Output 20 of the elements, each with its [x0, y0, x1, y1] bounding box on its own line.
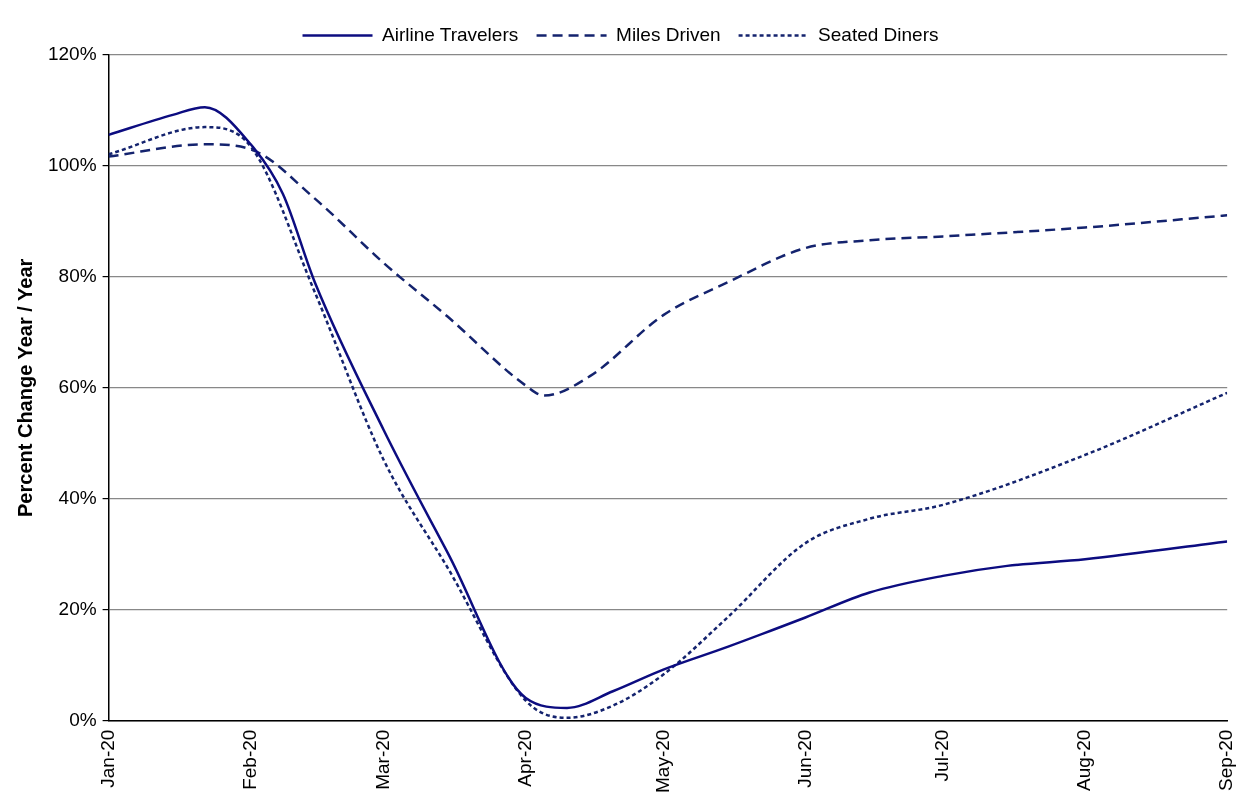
y-tick-label: 40% [58, 487, 97, 508]
x-tick-label: Jun-20 [793, 729, 815, 788]
legend-label: Miles Driven [616, 23, 721, 45]
y-tick-label: 100% [47, 154, 97, 176]
x-tick-label: Sep-20 [1215, 729, 1237, 791]
y-tick-label: 0% [69, 708, 97, 730]
legend-label: Airline Travelers [382, 23, 519, 45]
y-tick-label: 80% [58, 265, 97, 287]
y-tick-label: 120% [47, 43, 97, 65]
y-axis-title: Percent Change Year / Year [13, 258, 36, 517]
x-tick-label: Feb-20 [238, 729, 260, 790]
x-tick-label: Apr-20 [514, 729, 536, 787]
x-tick-label: May-20 [651, 729, 673, 793]
x-tick-label: Aug-20 [1073, 729, 1095, 791]
y-tick-label: 60% [58, 376, 97, 398]
legend-label: Seated Diners [818, 23, 939, 45]
x-tick-label: Mar-20 [371, 729, 393, 790]
y-tick-label: 20% [58, 597, 97, 619]
x-tick-label: Jan-20 [96, 729, 118, 788]
x-tick-label: Jul-20 [931, 729, 953, 782]
